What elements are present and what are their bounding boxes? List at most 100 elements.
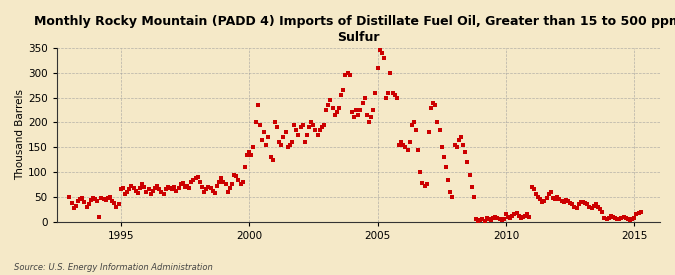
Point bbox=[522, 212, 533, 216]
Point bbox=[545, 190, 556, 194]
Point bbox=[507, 214, 518, 218]
Point bbox=[419, 184, 430, 188]
Point bbox=[462, 160, 472, 164]
Point bbox=[372, 66, 383, 70]
Point bbox=[137, 182, 148, 187]
Point bbox=[620, 216, 631, 220]
Point bbox=[113, 202, 124, 207]
Point bbox=[511, 211, 522, 215]
Point bbox=[77, 196, 88, 200]
Point bbox=[194, 180, 205, 184]
Point bbox=[428, 100, 439, 105]
Point bbox=[631, 212, 642, 216]
Point bbox=[560, 198, 571, 202]
Point bbox=[573, 202, 584, 207]
Point bbox=[141, 190, 152, 194]
Point bbox=[190, 176, 201, 180]
Point bbox=[222, 190, 233, 194]
Point bbox=[304, 125, 315, 130]
Point bbox=[496, 218, 507, 222]
Point bbox=[543, 192, 554, 197]
Point bbox=[310, 128, 321, 132]
Point bbox=[192, 175, 203, 179]
Point bbox=[584, 205, 595, 209]
Point bbox=[321, 108, 331, 112]
Point bbox=[225, 186, 236, 190]
Point bbox=[150, 186, 161, 190]
Point bbox=[109, 201, 119, 205]
Point bbox=[171, 189, 182, 193]
Point bbox=[256, 138, 267, 142]
Point bbox=[271, 125, 282, 130]
Point bbox=[445, 190, 456, 194]
Point bbox=[554, 197, 565, 202]
Point bbox=[610, 216, 620, 220]
Point bbox=[526, 185, 537, 189]
Point bbox=[586, 206, 597, 210]
Point bbox=[443, 177, 454, 182]
Point bbox=[458, 142, 468, 147]
Point bbox=[571, 206, 582, 210]
Point bbox=[426, 105, 437, 110]
Point bbox=[124, 187, 135, 192]
Point bbox=[284, 142, 295, 147]
Point bbox=[599, 216, 610, 220]
Point bbox=[315, 128, 325, 132]
Point bbox=[132, 191, 143, 195]
Point bbox=[134, 186, 145, 190]
Point bbox=[529, 187, 539, 192]
Point bbox=[203, 185, 214, 189]
Point bbox=[231, 174, 242, 178]
Point bbox=[276, 142, 287, 147]
Point bbox=[79, 200, 90, 204]
Point bbox=[580, 201, 591, 205]
Point bbox=[308, 123, 319, 127]
Point bbox=[240, 165, 250, 169]
Point bbox=[597, 210, 608, 214]
Point bbox=[75, 197, 86, 201]
Point bbox=[624, 218, 635, 222]
Point bbox=[415, 170, 426, 174]
Point bbox=[85, 198, 96, 202]
Point bbox=[452, 145, 462, 149]
Point bbox=[143, 187, 154, 192]
Point bbox=[441, 165, 452, 169]
Point bbox=[252, 103, 263, 107]
Point bbox=[96, 196, 107, 200]
Point bbox=[396, 140, 406, 144]
Point bbox=[72, 199, 83, 203]
Point bbox=[156, 190, 167, 194]
Point bbox=[549, 197, 560, 202]
Point bbox=[282, 145, 293, 149]
Point bbox=[64, 195, 75, 199]
Point bbox=[218, 180, 229, 184]
Point bbox=[317, 125, 327, 130]
Point bbox=[107, 199, 117, 203]
Point bbox=[216, 176, 227, 180]
Point bbox=[578, 200, 589, 204]
Point bbox=[518, 214, 529, 219]
Point bbox=[139, 185, 150, 189]
Point bbox=[119, 192, 130, 197]
Point bbox=[188, 177, 199, 182]
Point bbox=[169, 185, 180, 189]
Point bbox=[582, 202, 593, 207]
Point bbox=[379, 56, 389, 60]
Point bbox=[575, 200, 586, 204]
Point bbox=[173, 186, 184, 190]
Point bbox=[105, 195, 115, 199]
Point bbox=[377, 51, 387, 55]
Point bbox=[287, 140, 298, 144]
Point bbox=[603, 216, 614, 220]
Text: Source: U.S. Energy Information Administration: Source: U.S. Energy Information Administ… bbox=[14, 263, 212, 272]
Point bbox=[361, 113, 372, 117]
Point bbox=[593, 205, 603, 209]
Point bbox=[165, 186, 176, 190]
Point bbox=[439, 155, 450, 160]
Point bbox=[468, 195, 479, 199]
Point bbox=[569, 205, 580, 209]
Point bbox=[263, 135, 274, 139]
Point bbox=[340, 73, 351, 78]
Point bbox=[101, 198, 111, 203]
Point bbox=[115, 187, 126, 192]
